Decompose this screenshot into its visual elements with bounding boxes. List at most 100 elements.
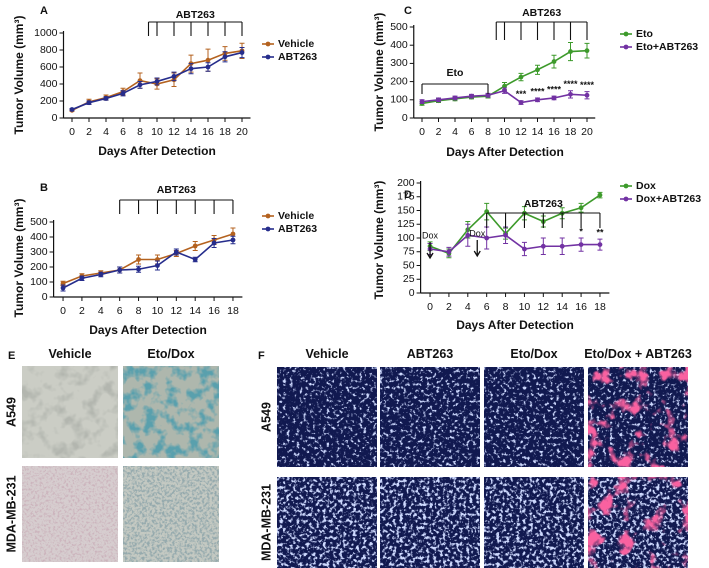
column-header: Vehicle (48, 347, 92, 361)
x-tick-label: 0 (69, 126, 75, 138)
x-tick-label: 8 (136, 305, 142, 317)
y-tick-label: 200 (30, 261, 48, 273)
arrow (473, 240, 481, 258)
data-point (452, 95, 458, 101)
x-tick-label: 2 (446, 301, 452, 313)
y-tick-label: 100 (30, 276, 48, 288)
y-tick-label: 0 (42, 291, 48, 303)
significance: **** (563, 79, 578, 89)
legend-label: Vehicle (278, 210, 314, 222)
data-point (205, 57, 211, 63)
x-tick-label: 2 (79, 305, 85, 317)
micrograph-texture (277, 367, 377, 467)
row-label: MDA-MB-231 (259, 484, 273, 561)
x-tick-label: 16 (575, 301, 587, 313)
arrow (426, 242, 434, 260)
data-point (79, 275, 85, 281)
x-tick-label: 0 (419, 126, 425, 138)
series-line (429, 194, 601, 255)
data-point (518, 100, 524, 105)
micrograph-texture (380, 367, 480, 467)
y-tick-label: 400 (390, 39, 408, 51)
y-tick-label: 300 (30, 246, 48, 258)
micrograph-texture (22, 366, 118, 458)
x-tick-label: 18 (227, 305, 239, 317)
micrograph-texture (123, 466, 219, 562)
data-point (568, 91, 573, 97)
data-point (502, 83, 507, 89)
treatment-label: ABT263 (524, 198, 563, 210)
data-point (584, 92, 590, 98)
panel-letter: A (40, 5, 48, 17)
y-tick-label: 200 (397, 177, 415, 189)
x-tick-label: 8 (485, 126, 491, 138)
x-tick-label: 6 (117, 305, 123, 317)
column-header: Vehicle (305, 347, 349, 361)
data-point (578, 205, 584, 211)
x-tick-label: 10 (499, 126, 511, 138)
data-point (230, 231, 236, 237)
significance: **** (530, 86, 545, 96)
x-tick-label: 16 (202, 126, 214, 138)
y-tick-label: 0 (52, 112, 58, 124)
x-tick-label: 2 (436, 126, 442, 138)
data-point (171, 73, 177, 79)
x-tick-label: 6 (469, 126, 475, 138)
y-tick-label: 200 (40, 95, 58, 107)
data-point (578, 242, 584, 248)
treatment-label: ABT263 (176, 9, 215, 21)
x-tick-label: 10 (151, 126, 163, 138)
data-point (188, 66, 194, 72)
x-tick-label: 8 (503, 301, 509, 313)
significance: *** (516, 89, 527, 99)
x-tick-label: 14 (556, 301, 568, 313)
micrograph-texture (380, 477, 480, 568)
column-header: Eto/Dox (147, 347, 195, 361)
x-tick-label: 10 (519, 301, 531, 313)
legend-marker (265, 226, 271, 232)
x-axis-title: Days After Detection (446, 145, 564, 159)
treatment-label: Eto (447, 67, 464, 79)
panel-letter: F (258, 350, 265, 362)
panel-letter: D (404, 189, 412, 201)
row-label: MDA-MB-231 (4, 475, 18, 552)
panel-letter: E (8, 350, 15, 362)
x-tick-label: 12 (515, 126, 527, 138)
legend-marker (623, 196, 629, 202)
data-point (137, 82, 143, 88)
significance: * (579, 226, 583, 236)
y-tick-label: 75 (403, 246, 415, 258)
data-point (155, 263, 160, 268)
column-header: ABT263 (406, 347, 454, 361)
x-tick-label: 14 (185, 126, 197, 138)
legend-label: ABT263 (278, 51, 317, 63)
legend-marker (623, 44, 629, 50)
x-tick-label: 2 (86, 126, 92, 138)
y-tick-label: 800 (40, 44, 58, 56)
y-tick-label: 300 (390, 57, 408, 69)
x-tick-label: 8 (137, 126, 143, 138)
arrow-label: Dox (422, 230, 439, 240)
y-tick-label: 400 (40, 78, 58, 90)
micrograph-texture (588, 477, 688, 568)
data-point (98, 272, 104, 277)
data-point (446, 249, 452, 255)
y-tick-label: 125 (397, 218, 415, 230)
x-axis-title: Days After Detection (456, 318, 574, 332)
data-point (60, 285, 66, 291)
x-tick-label: 20 (236, 126, 248, 138)
y-tick-label: 500 (30, 216, 48, 228)
significance: ** (596, 227, 604, 237)
legend-marker (265, 213, 271, 219)
data-point (518, 74, 524, 80)
legend-label: Dox (636, 180, 656, 192)
data-point (503, 232, 508, 238)
x-tick-label: 4 (452, 126, 458, 138)
y-tick-label: 0 (409, 287, 415, 299)
y-tick-label: 150 (397, 204, 415, 216)
micrograph-texture (277, 477, 377, 568)
column-header: Eto/Dox (510, 347, 558, 361)
x-tick-label: 16 (548, 126, 560, 138)
data-point (136, 266, 141, 272)
data-point (540, 243, 546, 249)
